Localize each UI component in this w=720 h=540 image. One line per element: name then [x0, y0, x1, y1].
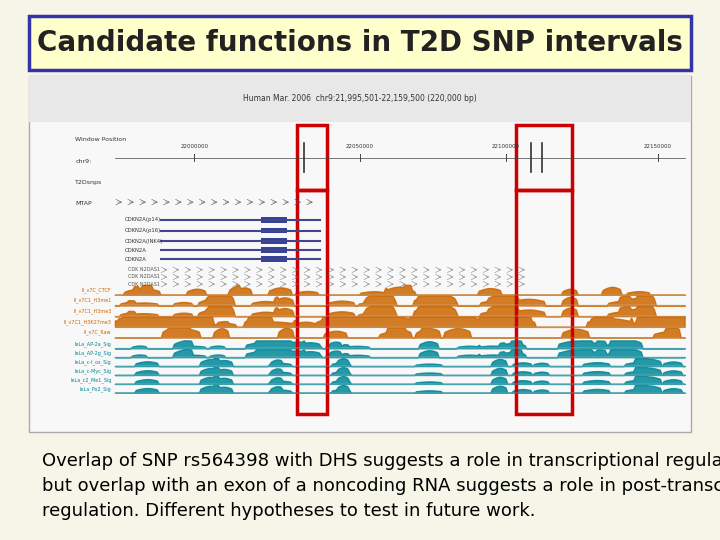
FancyBboxPatch shape: [29, 76, 691, 432]
Bar: [261, 217, 287, 223]
Text: II_v7C_CTCF: II_v7C_CTCF: [82, 287, 112, 293]
Text: 22000000: 22000000: [181, 144, 208, 149]
Text: 22100000: 22100000: [492, 144, 520, 149]
Text: Window Position: Window Position: [75, 137, 126, 142]
Text: CDKN2A(INK4): CDKN2A(INK4): [125, 239, 163, 244]
Text: II_v7C1_H3me3: II_v7C1_H3me3: [73, 308, 112, 314]
Text: CDK N2DAS1: CDK N2DAS1: [128, 281, 160, 287]
Text: 22050000: 22050000: [346, 144, 374, 149]
Text: 22150000: 22150000: [644, 144, 672, 149]
Text: MTAP: MTAP: [75, 201, 91, 206]
Text: II_v7C1_H3me1: II_v7C1_H3me1: [73, 298, 112, 303]
Bar: [261, 247, 287, 253]
Text: IeLa_AP-2g_Sig: IeLa_AP-2g_Sig: [75, 350, 112, 356]
Text: T2Dsnps: T2Dsnps: [75, 180, 102, 185]
Text: IeLa_AP-2a_Sig: IeLa_AP-2a_Sig: [75, 341, 112, 347]
Text: Human Mar. 2006  chr9:21,995,501-22,159,500 (220,000 bp): Human Mar. 2006 chr9:21,995,501-22,159,5…: [243, 94, 477, 103]
Text: CDK N2DAS1: CDK N2DAS1: [128, 267, 160, 272]
Text: CDK N2DAS1: CDK N2DAS1: [128, 274, 160, 280]
Text: IeLa_c-I_os_Sig: IeLa_c-I_os_Sig: [75, 359, 112, 365]
Bar: [261, 228, 287, 233]
Text: II_v7C1_H3K27me3: II_v7C1_H3K27me3: [64, 319, 112, 325]
Text: CDKN2A: CDKN2A: [125, 256, 147, 262]
Text: chr9:: chr9:: [75, 159, 91, 164]
Text: IeLa_c2_Me1_Sig: IeLa_c2_Me1_Sig: [70, 377, 112, 383]
Text: IeLa_c-Myc_Sig: IeLa_c-Myc_Sig: [75, 368, 112, 374]
Bar: [261, 239, 287, 244]
FancyBboxPatch shape: [29, 76, 691, 122]
FancyBboxPatch shape: [29, 16, 691, 70]
Text: Overlap of SNP rs564398 with DHS suggests a role in transcriptional regulation,
: Overlap of SNP rs564398 with DHS suggest…: [42, 452, 720, 520]
Text: II_v7C_Raw: II_v7C_Raw: [84, 330, 112, 335]
Text: CDKN2A: CDKN2A: [125, 248, 147, 253]
Bar: [261, 256, 287, 262]
Text: IeLa_Po2_Sig: IeLa_Po2_Sig: [80, 386, 112, 391]
Text: Candidate functions in T2D SNP intervals: Candidate functions in T2D SNP intervals: [37, 29, 683, 57]
Text: CDKN2A(p16): CDKN2A(p16): [125, 228, 161, 233]
Text: CDKN2A(p14): CDKN2A(p14): [125, 218, 161, 222]
